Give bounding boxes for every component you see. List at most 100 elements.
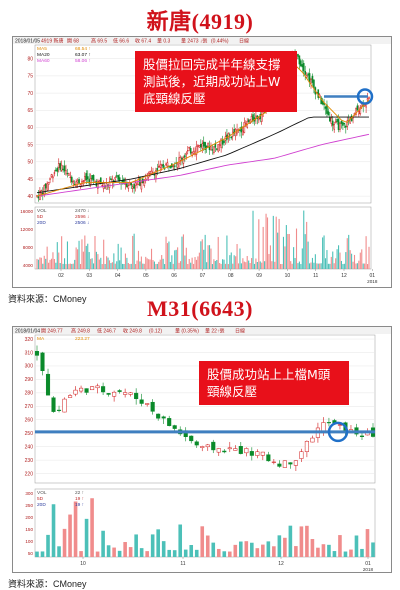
volume-bar: [152, 260, 154, 269]
header-item: 低 66.6: [113, 38, 129, 45]
volume-bar: [84, 518, 89, 557]
volume-bar: [287, 234, 289, 269]
volume-bar: [333, 263, 335, 269]
candle-body: [47, 182, 50, 185]
candle-body: [227, 133, 230, 139]
volume-bar: [264, 261, 266, 269]
candle-body: [70, 176, 73, 183]
candle-body: [59, 163, 61, 170]
candle-body: [65, 170, 67, 175]
volume-bar: [300, 264, 302, 269]
volume-bar: [68, 263, 70, 269]
header-item: 收 249.8: [123, 328, 142, 335]
vol-legend-label: 20D: [37, 220, 46, 226]
volume-bar: [135, 264, 137, 269]
volume-bar: [203, 249, 205, 269]
volume-bar: [327, 263, 329, 269]
volume-bar: [343, 263, 345, 269]
volume-bar: [183, 549, 188, 557]
volume-bar: [52, 252, 54, 269]
volume-bar: [288, 525, 293, 557]
volume-bar: [57, 546, 61, 557]
candle-body: [188, 147, 191, 149]
volume-bar: [233, 544, 238, 557]
candle-body: [84, 176, 86, 182]
legend-value: 223.27: [75, 336, 90, 342]
legend-label: MA20: [37, 52, 50, 58]
candle-body: [230, 136, 233, 139]
candle-body: [320, 97, 322, 105]
y-tick-label: 55: [27, 142, 33, 148]
candle-body: [195, 145, 198, 155]
candle-body: [131, 186, 134, 189]
volume-bar: [310, 539, 315, 557]
x-tick-label: 04: [115, 273, 121, 279]
volume-bar: [233, 255, 235, 269]
volume-bar: [285, 225, 287, 269]
volume-bar: [338, 245, 340, 269]
candle-body: [302, 63, 305, 72]
volume-bar: [242, 258, 244, 269]
candle-body: [89, 178, 92, 185]
volume-bar: [106, 545, 111, 557]
volume-bar: [156, 529, 160, 557]
volume-bar: [255, 258, 257, 269]
candle-body: [215, 148, 218, 150]
candle-body: [211, 441, 216, 451]
candle-body: [244, 123, 247, 125]
volume-bar: [288, 233, 290, 269]
candle-body: [167, 418, 172, 426]
candle-body: [78, 179, 80, 184]
volume-bar: [355, 263, 357, 269]
volume-bar: [248, 260, 250, 269]
volume-bar: [187, 264, 189, 269]
y-tick-label: 240: [25, 444, 34, 450]
y-tick-label: 310: [25, 350, 34, 356]
volume-bar: [243, 261, 245, 269]
volume-bar: [182, 234, 184, 269]
candle-body: [66, 173, 69, 175]
candle-body: [84, 388, 89, 393]
candle-body: [297, 53, 299, 57]
candle-body: [150, 401, 155, 412]
candle-body: [79, 387, 84, 392]
vol-tick-label: 150: [25, 527, 33, 532]
volume-bar: [123, 263, 125, 269]
volume-bar: [179, 261, 182, 269]
volume-bar: [335, 258, 337, 269]
vol-legend-value: 2506 ↓: [75, 220, 89, 226]
vol-legend-label: 5D: [37, 496, 44, 502]
candle-body: [185, 152, 188, 155]
header-item: 量 22↑張: [205, 328, 224, 335]
volume-bar: [229, 255, 231, 269]
volume-bar: [114, 263, 116, 269]
candle-body: [216, 448, 221, 453]
volume-bar: [139, 261, 141, 269]
volume-bar: [136, 260, 138, 269]
candle-body: [304, 441, 309, 452]
volume-bar: [79, 264, 82, 269]
header-item: 4919 新唐: [41, 38, 64, 45]
volume-bar: [166, 243, 169, 269]
candle-body: [220, 138, 222, 148]
volume-bar: [304, 234, 306, 269]
candle-body: [249, 451, 254, 456]
vol-legend-label: VOL: [37, 490, 47, 496]
candle-body: [123, 392, 128, 395]
volume-bar: [345, 252, 347, 269]
volume-bar: [321, 544, 326, 557]
volume-bar: [101, 264, 103, 269]
volume-bar: [145, 256, 147, 269]
candle-body: [69, 176, 72, 178]
y-tick-label: 220: [25, 471, 34, 477]
volume-bar: [61, 236, 63, 269]
volume-bar: [50, 258, 53, 269]
volume-bar: [59, 262, 61, 269]
vol-legend-label: VOL: [37, 208, 47, 214]
candle-body: [79, 184, 82, 188]
candle-body: [327, 111, 330, 116]
candle-body: [243, 122, 246, 133]
volume-bar: [326, 250, 328, 269]
candle-body: [204, 142, 206, 150]
